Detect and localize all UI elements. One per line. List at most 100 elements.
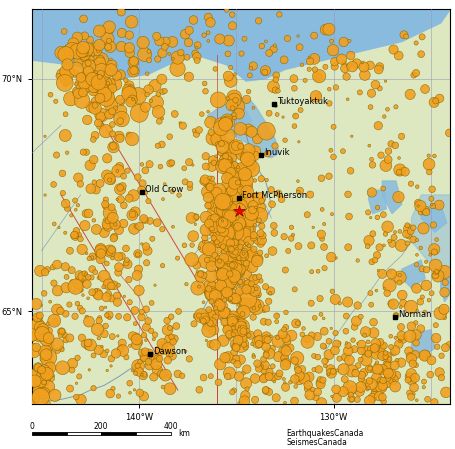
Point — [297, 106, 304, 114]
Point — [103, 294, 110, 301]
Polygon shape — [402, 260, 425, 288]
Point — [219, 197, 227, 204]
Point — [168, 159, 176, 167]
Point — [138, 308, 146, 315]
Point — [371, 256, 379, 264]
Point — [132, 370, 139, 377]
Point — [190, 17, 197, 24]
Point — [111, 233, 118, 241]
Point — [219, 198, 226, 205]
Point — [41, 378, 49, 385]
Point — [319, 376, 327, 383]
Point — [228, 245, 235, 252]
Point — [238, 164, 245, 172]
Point — [314, 92, 322, 100]
Point — [197, 270, 204, 277]
Point — [126, 299, 133, 306]
Point — [100, 85, 107, 92]
Point — [322, 63, 329, 70]
Point — [125, 276, 132, 283]
Point — [217, 212, 224, 219]
Point — [106, 111, 113, 118]
Point — [53, 261, 61, 268]
Point — [221, 234, 228, 241]
Point — [106, 175, 113, 182]
Point — [429, 185, 436, 193]
Point — [213, 237, 221, 244]
Point — [63, 273, 70, 281]
Point — [126, 31, 133, 39]
Point — [49, 372, 56, 379]
Point — [307, 191, 314, 198]
Point — [205, 306, 212, 313]
Point — [231, 114, 238, 121]
Point — [232, 206, 239, 213]
Point — [266, 49, 273, 57]
Point — [252, 204, 259, 211]
Point — [169, 223, 177, 230]
Point — [229, 265, 236, 272]
Point — [331, 63, 339, 70]
Point — [81, 79, 88, 87]
Point — [228, 230, 235, 237]
Point — [66, 247, 74, 255]
Point — [396, 338, 404, 345]
Point — [233, 257, 240, 264]
Point — [384, 374, 391, 381]
Point — [101, 229, 108, 236]
Point — [288, 224, 295, 231]
Point — [55, 224, 62, 231]
Point — [136, 287, 143, 294]
Point — [299, 331, 306, 338]
Point — [200, 238, 207, 245]
Point — [267, 287, 274, 295]
Point — [77, 286, 85, 294]
Point — [135, 368, 142, 375]
Point — [356, 388, 363, 395]
Point — [236, 323, 243, 330]
Point — [399, 291, 406, 299]
Point — [146, 161, 153, 168]
Point — [186, 355, 193, 362]
Point — [225, 230, 233, 238]
Point — [37, 393, 44, 401]
Point — [374, 345, 381, 352]
Point — [280, 375, 288, 383]
Point — [343, 313, 350, 320]
Point — [108, 282, 115, 290]
Point — [279, 114, 287, 121]
Point — [314, 333, 321, 340]
Point — [222, 282, 229, 289]
Point — [346, 37, 353, 44]
Point — [113, 292, 121, 299]
Point — [368, 301, 375, 308]
Point — [226, 198, 233, 205]
Point — [168, 352, 176, 360]
Point — [363, 357, 370, 364]
Point — [178, 372, 186, 379]
Point — [366, 142, 373, 149]
Point — [229, 225, 237, 232]
Point — [215, 272, 222, 279]
Point — [345, 213, 353, 220]
Point — [408, 370, 415, 377]
Point — [146, 57, 153, 64]
Point — [255, 17, 262, 24]
Point — [87, 185, 95, 192]
Point — [166, 50, 173, 57]
Point — [219, 227, 226, 234]
Point — [294, 366, 302, 374]
Point — [431, 399, 438, 406]
Point — [397, 304, 404, 311]
Point — [107, 27, 114, 35]
Bar — [66, 432, 101, 436]
Point — [94, 80, 101, 88]
Point — [130, 59, 137, 66]
Point — [186, 27, 193, 34]
Point — [229, 318, 236, 325]
Point — [238, 264, 245, 271]
Point — [249, 340, 256, 348]
Point — [163, 317, 171, 324]
Point — [229, 247, 236, 255]
Point — [247, 332, 254, 339]
